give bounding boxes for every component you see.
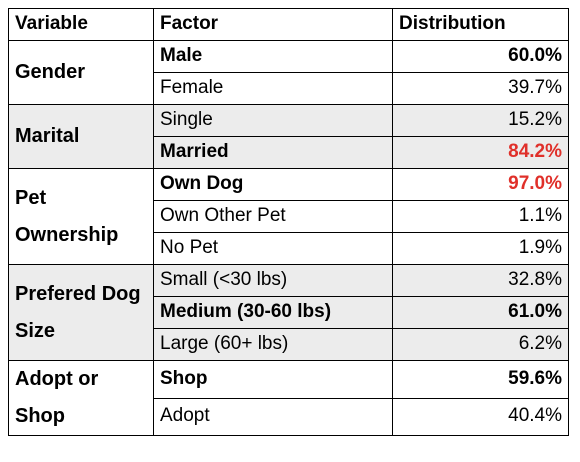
- distribution-cell: 6.2%: [392, 328, 569, 361]
- table-row: Prefered Dog Size Small (<30 lbs) 32.8%: [8, 264, 569, 361]
- factor-cell: No Pet: [153, 232, 393, 265]
- factor-cell: Shop: [153, 360, 393, 399]
- variable-cell: Marital: [8, 104, 154, 169]
- header-variable: Variable: [8, 8, 154, 41]
- distribution-cell: 84.2%: [392, 136, 569, 169]
- factor-cell: Medium (30-60 lbs): [153, 296, 393, 329]
- table-row: Married 84.2%: [9, 136, 569, 169]
- factor-cell: Married: [153, 136, 393, 169]
- distribution-cell: 1.1%: [392, 200, 569, 233]
- table-row: Large (60+ lbs) 6.2%: [9, 328, 569, 361]
- table-row: Gender Male 60.0%: [8, 40, 569, 105]
- distribution-table: Variable Factor Distribution Gender Male 6…: [8, 8, 569, 436]
- table-row: Female 39.7%: [9, 72, 569, 105]
- factor-cell: Own Dog: [153, 168, 393, 201]
- variable-cell: Adopt or Shop: [8, 360, 154, 436]
- table-body: Gender Male 60.0% Female 39.7% Marital Single 1…: [8, 40, 569, 436]
- header-factor: Factor: [153, 8, 393, 41]
- table-row: Own Other Pet 1.1%: [9, 200, 569, 233]
- distribution-cell: 97.0%: [392, 168, 569, 201]
- distribution-cell: 15.2%: [392, 104, 569, 137]
- factor-cell: Single: [153, 104, 393, 137]
- table-row: Adopt or Shop Shop 59.6%: [8, 360, 569, 436]
- variable-cell: Gender: [8, 40, 154, 105]
- distribution-cell: 60.0%: [392, 40, 569, 73]
- distribution-cell: 59.6%: [392, 360, 569, 399]
- table-row: Pet Ownership Own Dog 97.0%: [8, 168, 569, 265]
- table-row: Medium (30-60 lbs) 61.0%: [9, 296, 569, 329]
- distribution-cell: 40.4%: [392, 397, 569, 436]
- factor-cell: Large (60+ lbs): [153, 328, 393, 361]
- variable-cell: Prefered Dog Size: [8, 264, 154, 361]
- table-row: Adopt 40.4%: [9, 397, 569, 436]
- distribution-cell: 61.0%: [392, 296, 569, 329]
- distribution-cell: 32.8%: [392, 264, 569, 297]
- distribution-cell: 39.7%: [392, 72, 569, 105]
- factor-cell: Own Other Pet: [153, 200, 393, 233]
- factor-cell: Small (<30 lbs): [153, 264, 393, 297]
- header-row: Variable Factor Distribution: [8, 8, 569, 41]
- table-row: Marital Single 15.2%: [8, 104, 569, 169]
- variable-cell: Pet Ownership: [8, 168, 154, 265]
- header-distribution: Distribution: [392, 8, 569, 41]
- factor-cell: Adopt: [153, 397, 393, 436]
- factor-cell: Male: [153, 40, 393, 73]
- distribution-cell: 1.9%: [392, 232, 569, 265]
- factor-cell: Female: [153, 72, 393, 105]
- table-row: No Pet 1.9%: [9, 232, 569, 265]
